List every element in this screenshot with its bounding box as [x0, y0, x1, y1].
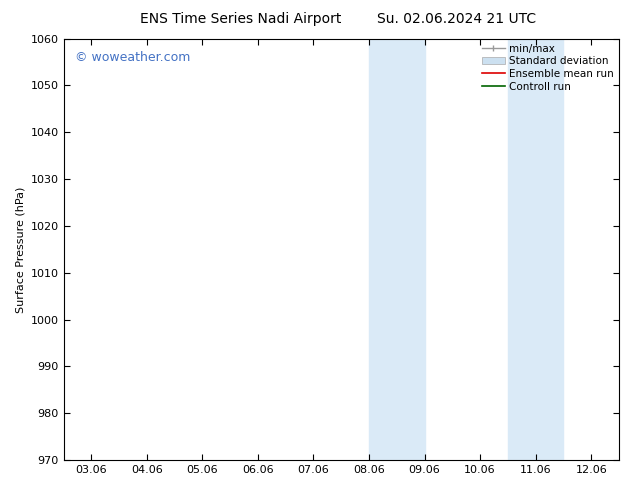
Bar — [369, 39, 397, 460]
Text: ENS Time Series Nadi Airport: ENS Time Series Nadi Airport — [140, 12, 342, 26]
Bar — [536, 39, 564, 460]
Text: Su. 02.06.2024 21 UTC: Su. 02.06.2024 21 UTC — [377, 12, 536, 26]
Text: © woweather.com: © woweather.com — [75, 51, 190, 64]
Legend: min/max, Standard deviation, Ensemble mean run, Controll run: min/max, Standard deviation, Ensemble me… — [479, 41, 617, 95]
Bar — [508, 39, 536, 460]
Bar — [397, 39, 425, 460]
Y-axis label: Surface Pressure (hPa): Surface Pressure (hPa) — [15, 186, 25, 313]
